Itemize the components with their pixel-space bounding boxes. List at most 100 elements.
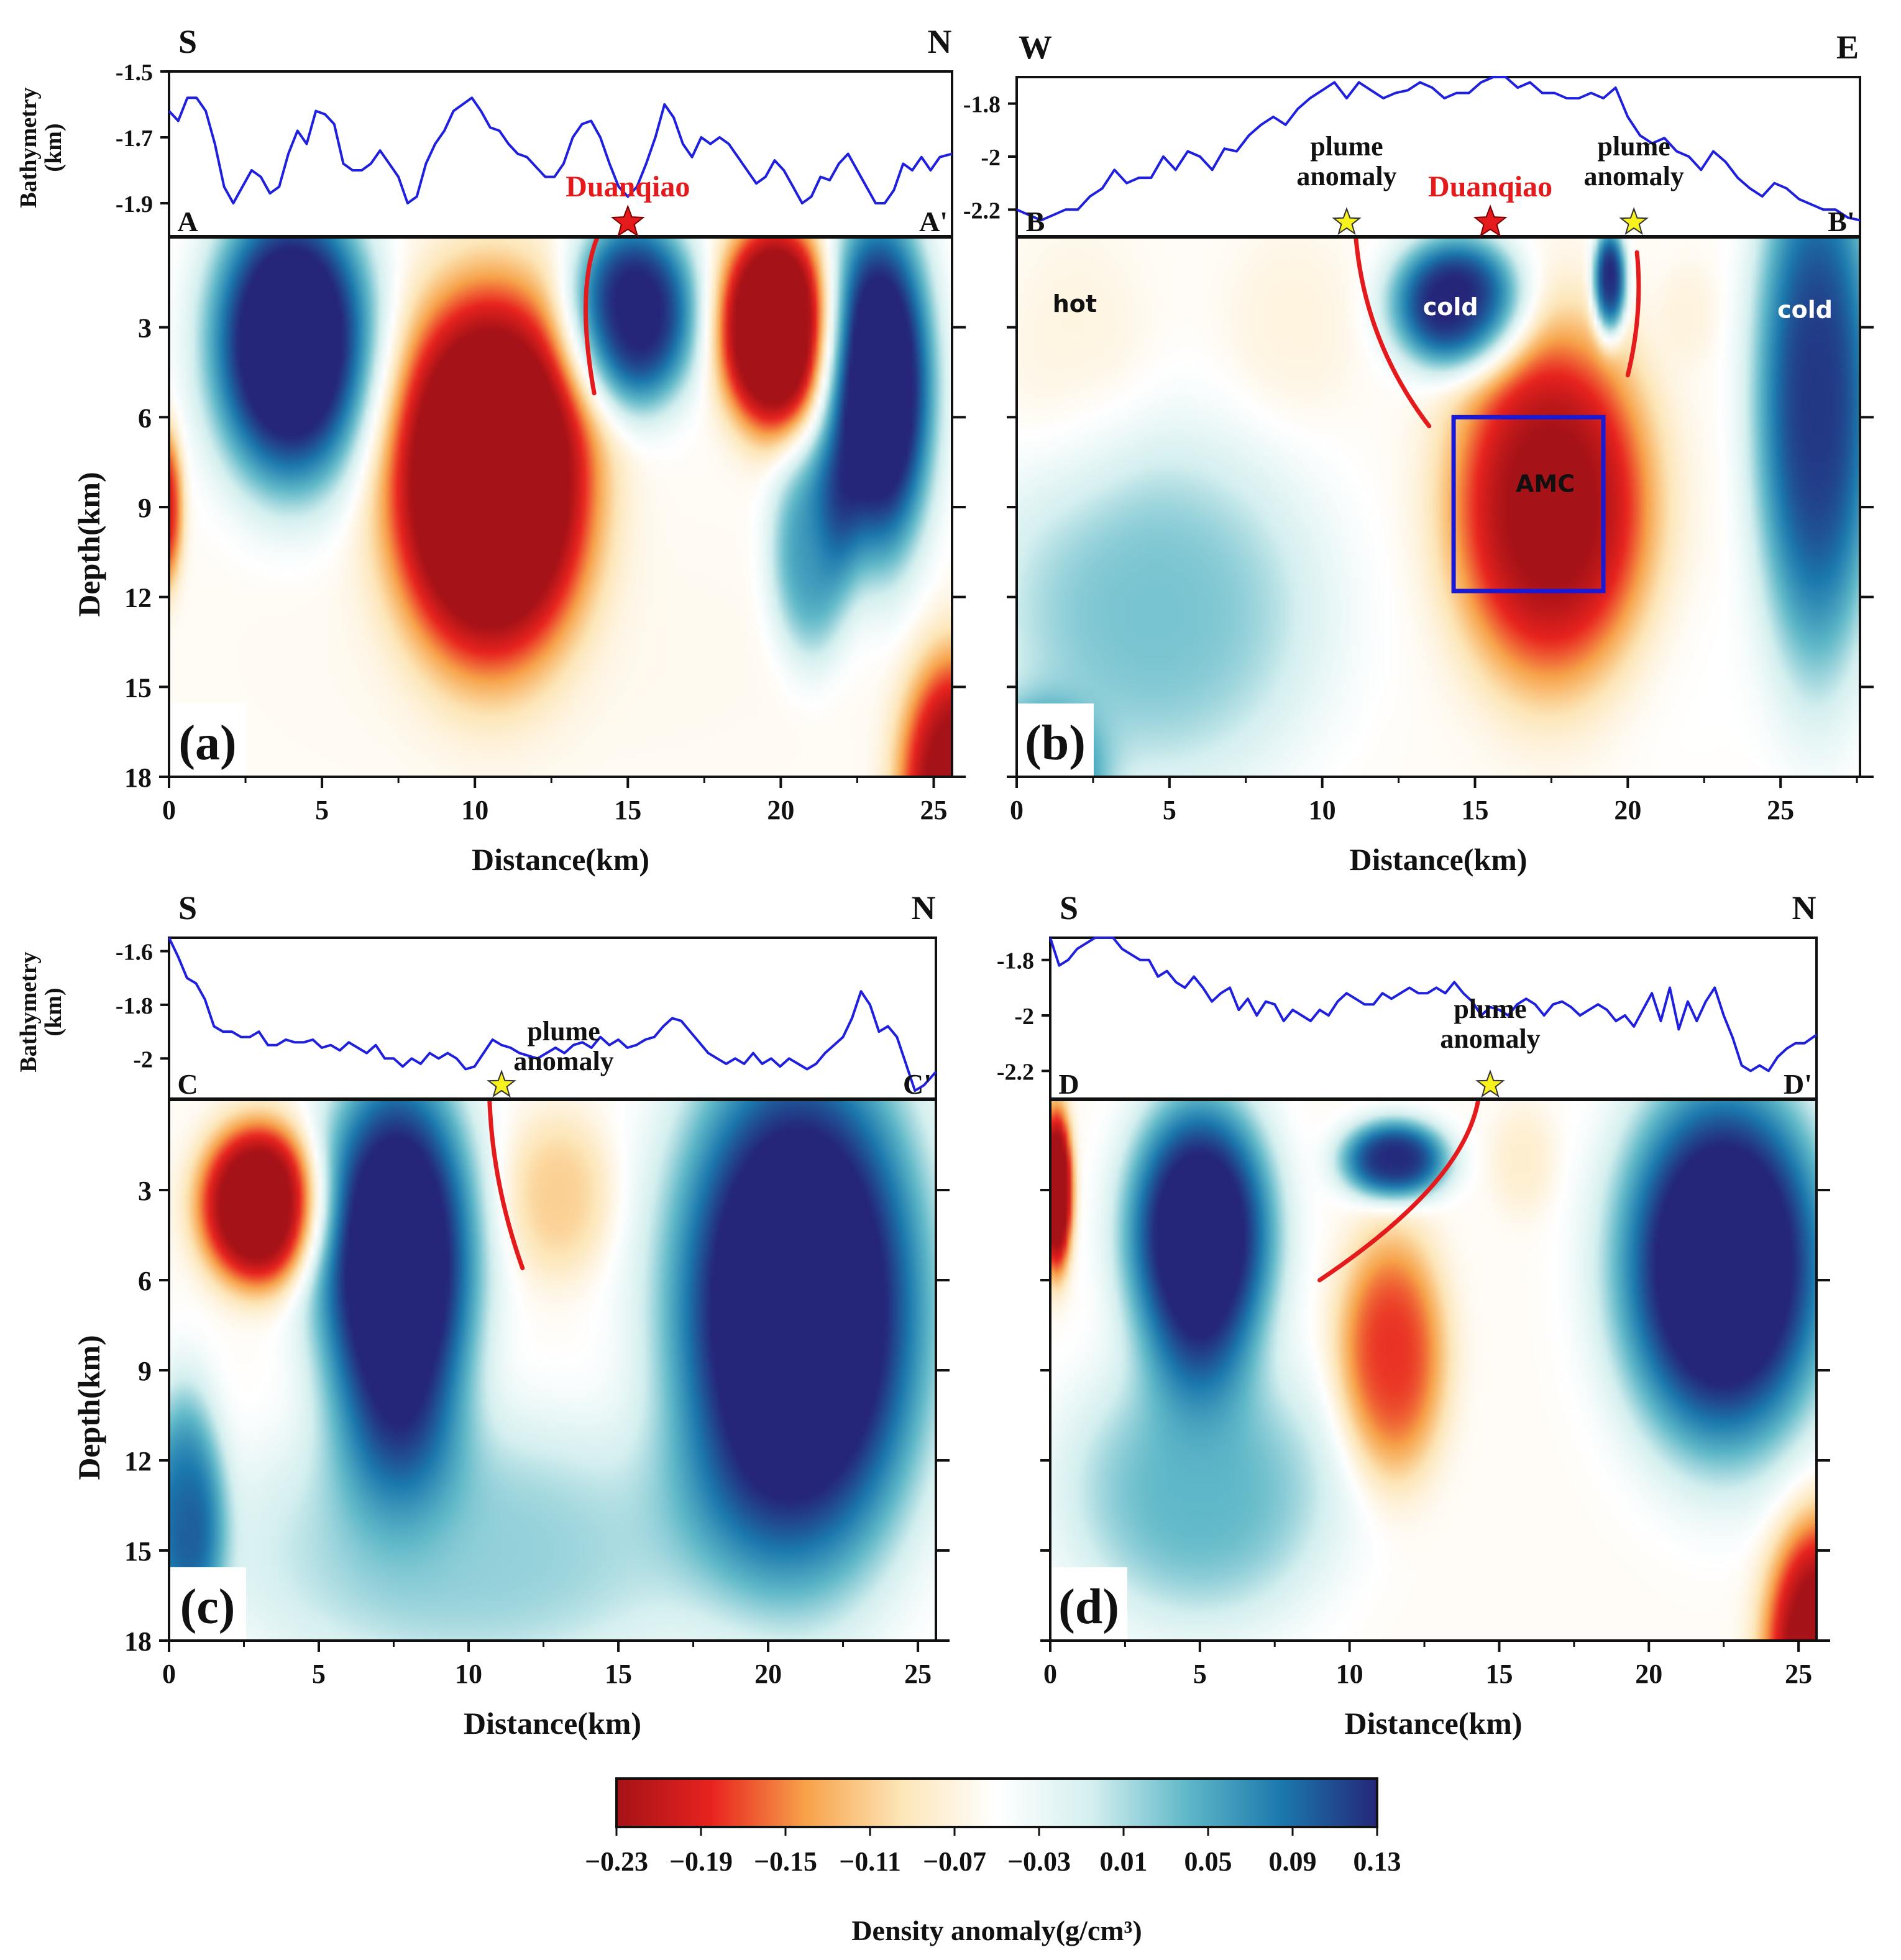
y-tick-label: 12 [124,1446,152,1477]
bathymetry-line [168,96,953,204]
bathymetry-line [1016,76,1861,222]
x-tick-label: 10 [1336,1659,1363,1689]
direction-right: N [928,23,952,60]
panel-label: (a) [178,716,236,771]
x-tick-label: 20 [1635,1659,1662,1689]
region-label-cold: cold [1423,293,1478,321]
panel-label: (d) [1058,1580,1119,1634]
y-tick-label: 12 [124,583,152,613]
bathymetry-axis-title: Bathymetry(km) [16,951,66,1072]
density-heatmap [1017,237,1860,777]
bathy-tick-label: -1.8 [963,92,1001,118]
panel-label-bg [170,703,246,776]
density-heatmap [169,1100,936,1641]
x-tick-label: 20 [754,1659,782,1689]
fault-line [487,1097,525,1271]
x-axis-title: Distance(km) [1349,842,1527,877]
y-tick-label: 15 [124,672,152,703]
density-heatmap [169,237,952,777]
bathy-tick-label: -1.8 [116,993,153,1019]
panel-b: hot cold cold AMC 0 5 10 15 20 25 Distance(km) (b) -… [963,29,1874,877]
colorbar-tick-label: −0.07 [923,1846,986,1877]
fault-line [1625,250,1641,378]
colorbar-tick-label: 0.05 [1184,1846,1232,1877]
x-tick-label: 20 [1614,795,1641,825]
colorbar-tick-label: 0.01 [1100,1846,1148,1877]
panel-label: (c) [180,1580,236,1634]
density-heatmap [1050,1100,1816,1641]
bathy-tick-label: -1.9 [116,191,153,218]
bathymetry-frame [168,936,937,1100]
plume-anomaly-label: plume anomaly [1296,131,1396,191]
bathy-tick-label: -1.7 [116,126,153,152]
y-tick-label: 6 [138,403,152,433]
vent-label-duanqiao: Duanqiao [1428,170,1552,203]
bathy-tick-label: -2 [133,1046,153,1073]
colorbar-tick-label: −0.19 [669,1846,733,1877]
x-tick-label: 15 [1485,1659,1513,1689]
bathy-tick-label: -2.2 [963,198,1001,224]
plume-anomaly-label: plume anomaly [1440,994,1540,1054]
y-tick-label: 18 [124,762,152,793]
direction-right: N [912,889,936,927]
plume-star [1475,1069,1505,1098]
x-axis-title: Distance(km) [1344,1706,1522,1741]
plume-star [1619,207,1649,236]
bathy-tick-label: -2.2 [997,1059,1034,1085]
panel-label-bg [1051,1567,1127,1639]
bathymetry-frame [1049,936,1818,1100]
x-tick-label: 15 [605,1659,632,1689]
y-tick-label: 9 [138,493,152,523]
region-label-cold: cold [1777,296,1833,324]
x-tick-label: 25 [1767,795,1794,825]
profile-start-label: C [177,1068,198,1100]
direction-right: N [1792,889,1816,927]
profile-end-label: B' [1828,206,1854,237]
vent-star [610,204,645,237]
panel-a: 0 5 10 15 20 25 Distance(km) 3 6 9 12 15 18 Depth(km)… [16,23,966,877]
colorbar-tick-label: −0.23 [585,1846,648,1877]
y-tick-label: 15 [124,1536,152,1567]
direction-left: S [1060,889,1078,927]
x-axis-title: Distance(km) [472,842,649,877]
panel-c: 0 5 10 15 20 25 Distance(km) 3 6 9 12 15 18 Depth(km)… [16,889,950,1741]
x-tick-label: 0 [1010,795,1024,825]
plume-anomaly-label: plume anomaly [513,1016,613,1076]
y-axis-title: Depth(km) [71,1335,106,1480]
x-tick-label: 5 [1163,795,1176,825]
vent-star [1473,204,1508,237]
bathymetry-line [168,937,937,1092]
y-axis-title: Depth(km) [71,472,106,616]
x-tick-label: 0 [1043,1659,1057,1689]
panel-label: (b) [1025,716,1086,771]
profile-end-label: D' [1784,1068,1812,1100]
x-tick-label: 5 [315,795,329,825]
x-tick-label: 15 [614,795,641,825]
colorbar-tick-label: −0.11 [839,1846,901,1877]
x-tick-label: 25 [1785,1659,1812,1689]
panel-d: 0 5 10 15 20 25 Distance(km) (d) -1.8 -2 -2.2 S N D D'… [997,889,1830,1741]
region-label-amc: AMC [1516,470,1575,497]
x-tick-label: 10 [1309,795,1336,825]
y-tick-label: 18 [124,1626,152,1657]
x-tick-label: 25 [904,1659,932,1689]
bathymetry-axis-title: Bathymetry(km) [16,87,66,208]
bathymetry-line [1049,936,1818,1073]
plume-star [1332,207,1362,236]
bathymetry-frame [1015,76,1861,237]
direction-right: E [1836,29,1859,66]
region-label-hot: hot [1053,290,1097,318]
fault-line [1317,1097,1481,1283]
x-tick-label: 10 [461,795,488,825]
fault-line [584,235,600,396]
profile-end-label: C' [903,1068,932,1100]
direction-left: W [1019,29,1052,66]
colorbar: −0.23 −0.19 −0.15 −0.11 −0.07 −0.03 0.01 0.05 0.… [585,1777,1401,1946]
x-tick-label: 0 [162,1659,176,1689]
profile-start-label: A [177,206,198,237]
x-tick-label: 0 [162,795,176,825]
profile-end-label: A' [919,206,948,237]
bathy-tick-label: -1.8 [997,948,1034,974]
